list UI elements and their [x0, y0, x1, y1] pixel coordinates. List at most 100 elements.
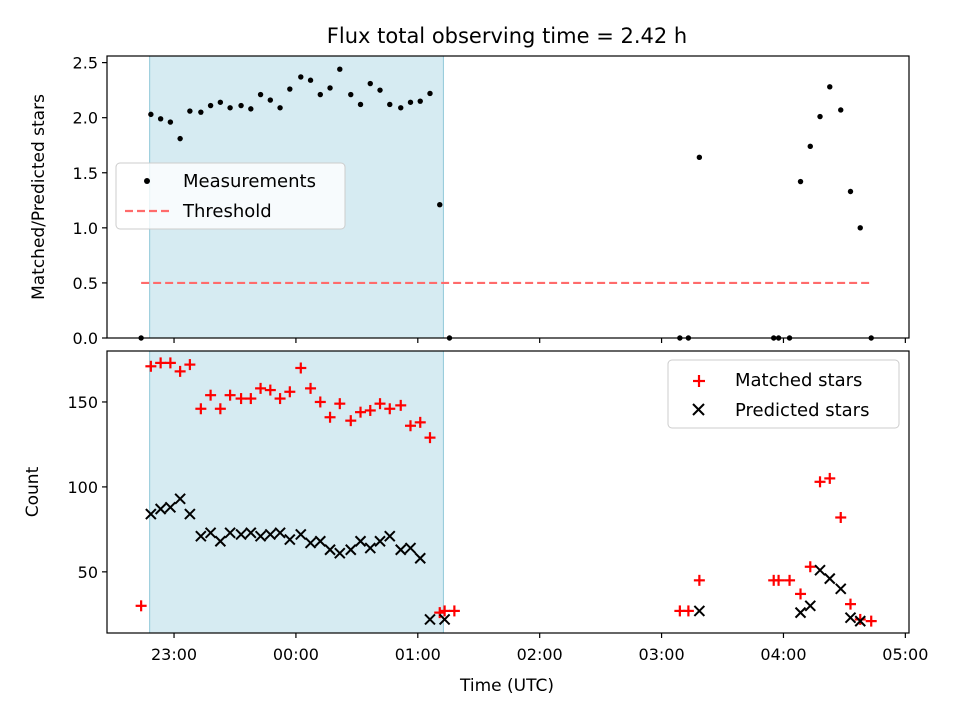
bottom-panel: 50 100 150 23:00 00:00 01:00 02:00 03:00 04:00 0…	[23, 350, 928, 696]
measurement-point	[417, 98, 423, 104]
matched-star-point	[305, 382, 317, 394]
x-axis-label: Time (UTC)	[459, 676, 554, 696]
predicted-star-point	[384, 530, 396, 542]
matched-star-point	[295, 362, 307, 374]
predicted-star-point	[314, 535, 327, 547]
predicted-star-point	[145, 508, 157, 520]
measurement-point	[267, 97, 274, 103]
matched-star-point	[324, 411, 336, 423]
bottom-y-axis-label: Count	[23, 466, 43, 517]
measurement-point	[198, 109, 204, 115]
matched-star-point	[448, 605, 460, 617]
measurement-point	[827, 84, 833, 90]
bottom-legend: Matched stars Predicted stars	[667, 359, 900, 429]
top-x-ticks	[173, 338, 906, 343]
top-y-ticks: 0.0 0.5 1.0 1.5 2.0 2.5	[73, 54, 107, 348]
measurement-point	[398, 105, 404, 111]
matched-star-point	[784, 574, 796, 586]
legend-marker-matched	[693, 375, 705, 387]
measurement-point	[248, 106, 254, 112]
matched-star-point	[255, 382, 267, 394]
matched-star-point	[439, 605, 451, 617]
x-tick-label: 01:00	[395, 645, 441, 664]
predicted-star-point	[844, 612, 857, 624]
matched-star-point	[865, 615, 877, 627]
measurement-point	[227, 105, 233, 111]
matched-star-point	[844, 598, 856, 610]
matched-star-point	[682, 605, 694, 617]
legend-marker-predicted	[692, 403, 705, 416]
predicted-star-point	[235, 528, 247, 541]
chart-title: Flux total observing time = 2.42 h	[327, 24, 687, 48]
measurement-point	[287, 86, 293, 92]
measurement-point	[327, 85, 333, 91]
top-y-axis-label: Matched/Predicted stars	[29, 94, 49, 300]
measurement-point	[238, 102, 244, 109]
top-y-tick-label: 0.0	[73, 329, 98, 348]
measurement-point	[838, 107, 844, 113]
matched-stars-points	[135, 357, 877, 627]
top-y-tick-label: 1.5	[73, 164, 98, 183]
measurement-point	[207, 102, 214, 109]
matched-star-point	[693, 574, 705, 586]
top-y-tick-label: 0.5	[73, 274, 98, 293]
predicted-star-point	[804, 600, 816, 612]
bottom-axes-border	[106, 350, 910, 634]
matched-star-point	[164, 357, 176, 369]
matched-star-point	[184, 359, 196, 371]
matched-star-point	[434, 607, 446, 619]
top-panel: Flux total observing time = 2.42 h 0.0 0.…	[29, 24, 910, 348]
x-tick-label: 05:00	[882, 645, 928, 664]
bottom-y-ticks: 50 100 150	[67, 393, 107, 582]
predicted-stars-points	[145, 493, 866, 627]
matched-star-point	[334, 398, 346, 410]
matched-star-point	[345, 415, 357, 427]
observing-window-bottom	[149, 350, 444, 634]
measurement-point	[377, 87, 383, 93]
predicted-star-point	[184, 508, 196, 520]
bottom-y-tick-label: 100	[67, 478, 98, 497]
measurement-point	[167, 119, 174, 125]
measurement-point	[257, 91, 264, 98]
measurement-point	[437, 202, 443, 208]
observing-window-span-bottom	[149, 350, 444, 634]
matched-star-point	[814, 476, 826, 488]
matched-star-point	[245, 393, 257, 405]
top-axes-frame	[106, 55, 910, 339]
predicted-star-point	[395, 544, 407, 556]
measurement-point	[427, 90, 433, 97]
predicted-star-point	[174, 493, 186, 505]
predicted-star-point	[414, 552, 426, 564]
predicted-star-point	[204, 527, 217, 539]
measurement-point	[317, 91, 323, 98]
measurement-point	[157, 116, 164, 122]
matched-star-point	[824, 472, 836, 484]
top-y-tick-label: 1.0	[73, 219, 98, 238]
measurement-point	[696, 154, 703, 161]
matched-star-point	[145, 360, 157, 372]
matched-star-point	[364, 404, 376, 416]
measurement-point	[817, 113, 823, 120]
top-y-tick-label: 2.0	[73, 109, 98, 128]
predicted-star-point	[835, 583, 847, 595]
matched-star-point	[384, 403, 396, 415]
matched-star-point	[404, 420, 416, 432]
bottom-x-ticks: 23:00 00:00 01:00 02:00 03:00 04:00 05:00	[151, 633, 928, 664]
predicted-star-point	[304, 537, 317, 549]
matched-star-point	[235, 393, 247, 405]
legend-marker-measurements	[144, 178, 150, 184]
x-tick-label: 03:00	[639, 645, 685, 664]
matched-star-point	[224, 389, 236, 401]
matched-star-point	[355, 406, 367, 418]
measurement-point	[187, 108, 193, 114]
predicted-star-point	[814, 564, 826, 576]
predicted-star-point	[254, 530, 267, 542]
matched-star-point	[773, 574, 785, 586]
predicted-star-point	[195, 530, 207, 542]
matched-star-point	[424, 432, 436, 444]
matched-star-point	[135, 600, 147, 612]
predicted-star-point	[274, 527, 286, 539]
measurement-point	[807, 143, 813, 150]
predicted-star-point	[154, 503, 167, 515]
